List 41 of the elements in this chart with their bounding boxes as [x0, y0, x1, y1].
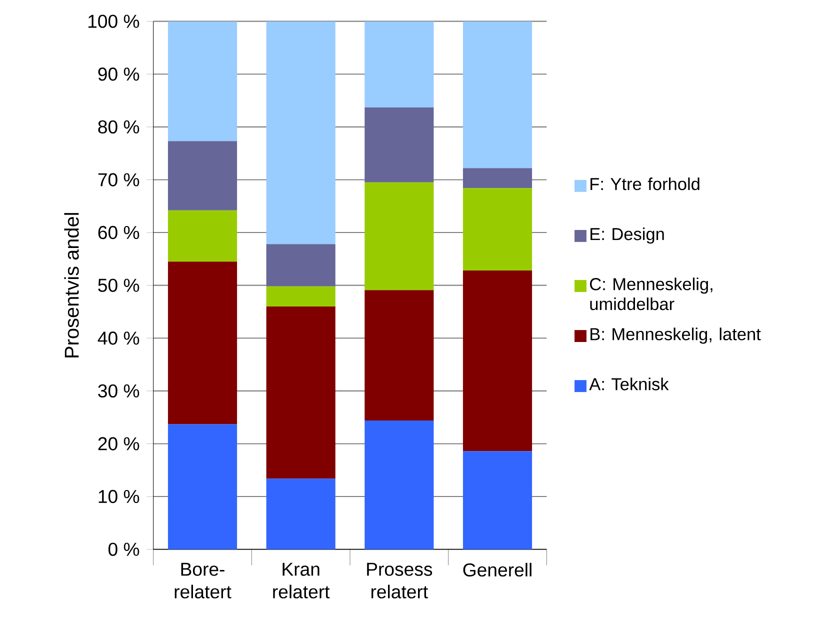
bar: [364, 22, 434, 108]
bar: [266, 478, 336, 550]
bar: [462, 188, 532, 271]
bar: [364, 108, 434, 183]
y-axis-title: Prosentvis andel: [64, 213, 79, 358]
y-tick-label: 70 %: [98, 173, 140, 186]
bar: [266, 306, 336, 479]
y-tick-label: 10 %: [98, 490, 140, 504]
bar: [168, 262, 238, 424]
legend-label: C: Menneskelig, umiddelbar: [590, 278, 712, 310]
x-tick-label: Kran relatert: [273, 563, 330, 599]
bar: [168, 141, 238, 211]
bar: [462, 451, 532, 550]
bar: [168, 22, 238, 142]
bar: [462, 22, 532, 168]
bar: [462, 168, 532, 188]
y-tick-label: 50 %: [98, 278, 140, 292]
x-tick-label: Bore- relatert: [174, 563, 232, 599]
bar: [168, 210, 238, 262]
y-tick-label: 60 %: [98, 226, 140, 240]
legend-label: B: Menneskelig, latent: [590, 328, 761, 344]
x-tick-label: Prosess relatert: [367, 563, 432, 599]
y-tick-label: 40 %: [98, 332, 140, 345]
bar: [266, 22, 336, 244]
bar: [266, 244, 336, 287]
bar: [364, 290, 434, 421]
legend-label: F: Ytre forhold: [590, 178, 700, 190]
y-tick-label: 20 %: [98, 437, 140, 450]
y-tick-label: 0 %: [108, 542, 140, 556]
bar: [364, 182, 434, 290]
y-tick-label: 90 %: [98, 68, 140, 81]
legend-label: E: Design: [590, 228, 664, 244]
y-tick-label: 80 %: [98, 120, 140, 134]
y-tick-label: 100 %: [88, 14, 140, 28]
bar: [364, 420, 434, 550]
bar: [168, 424, 238, 550]
x-tick-label: Generell: [463, 563, 532, 577]
y-tick-label: 30 %: [98, 384, 140, 398]
bar: [462, 270, 532, 452]
legend-label: A: Teknisk: [589, 378, 669, 391]
bar: [266, 286, 336, 307]
